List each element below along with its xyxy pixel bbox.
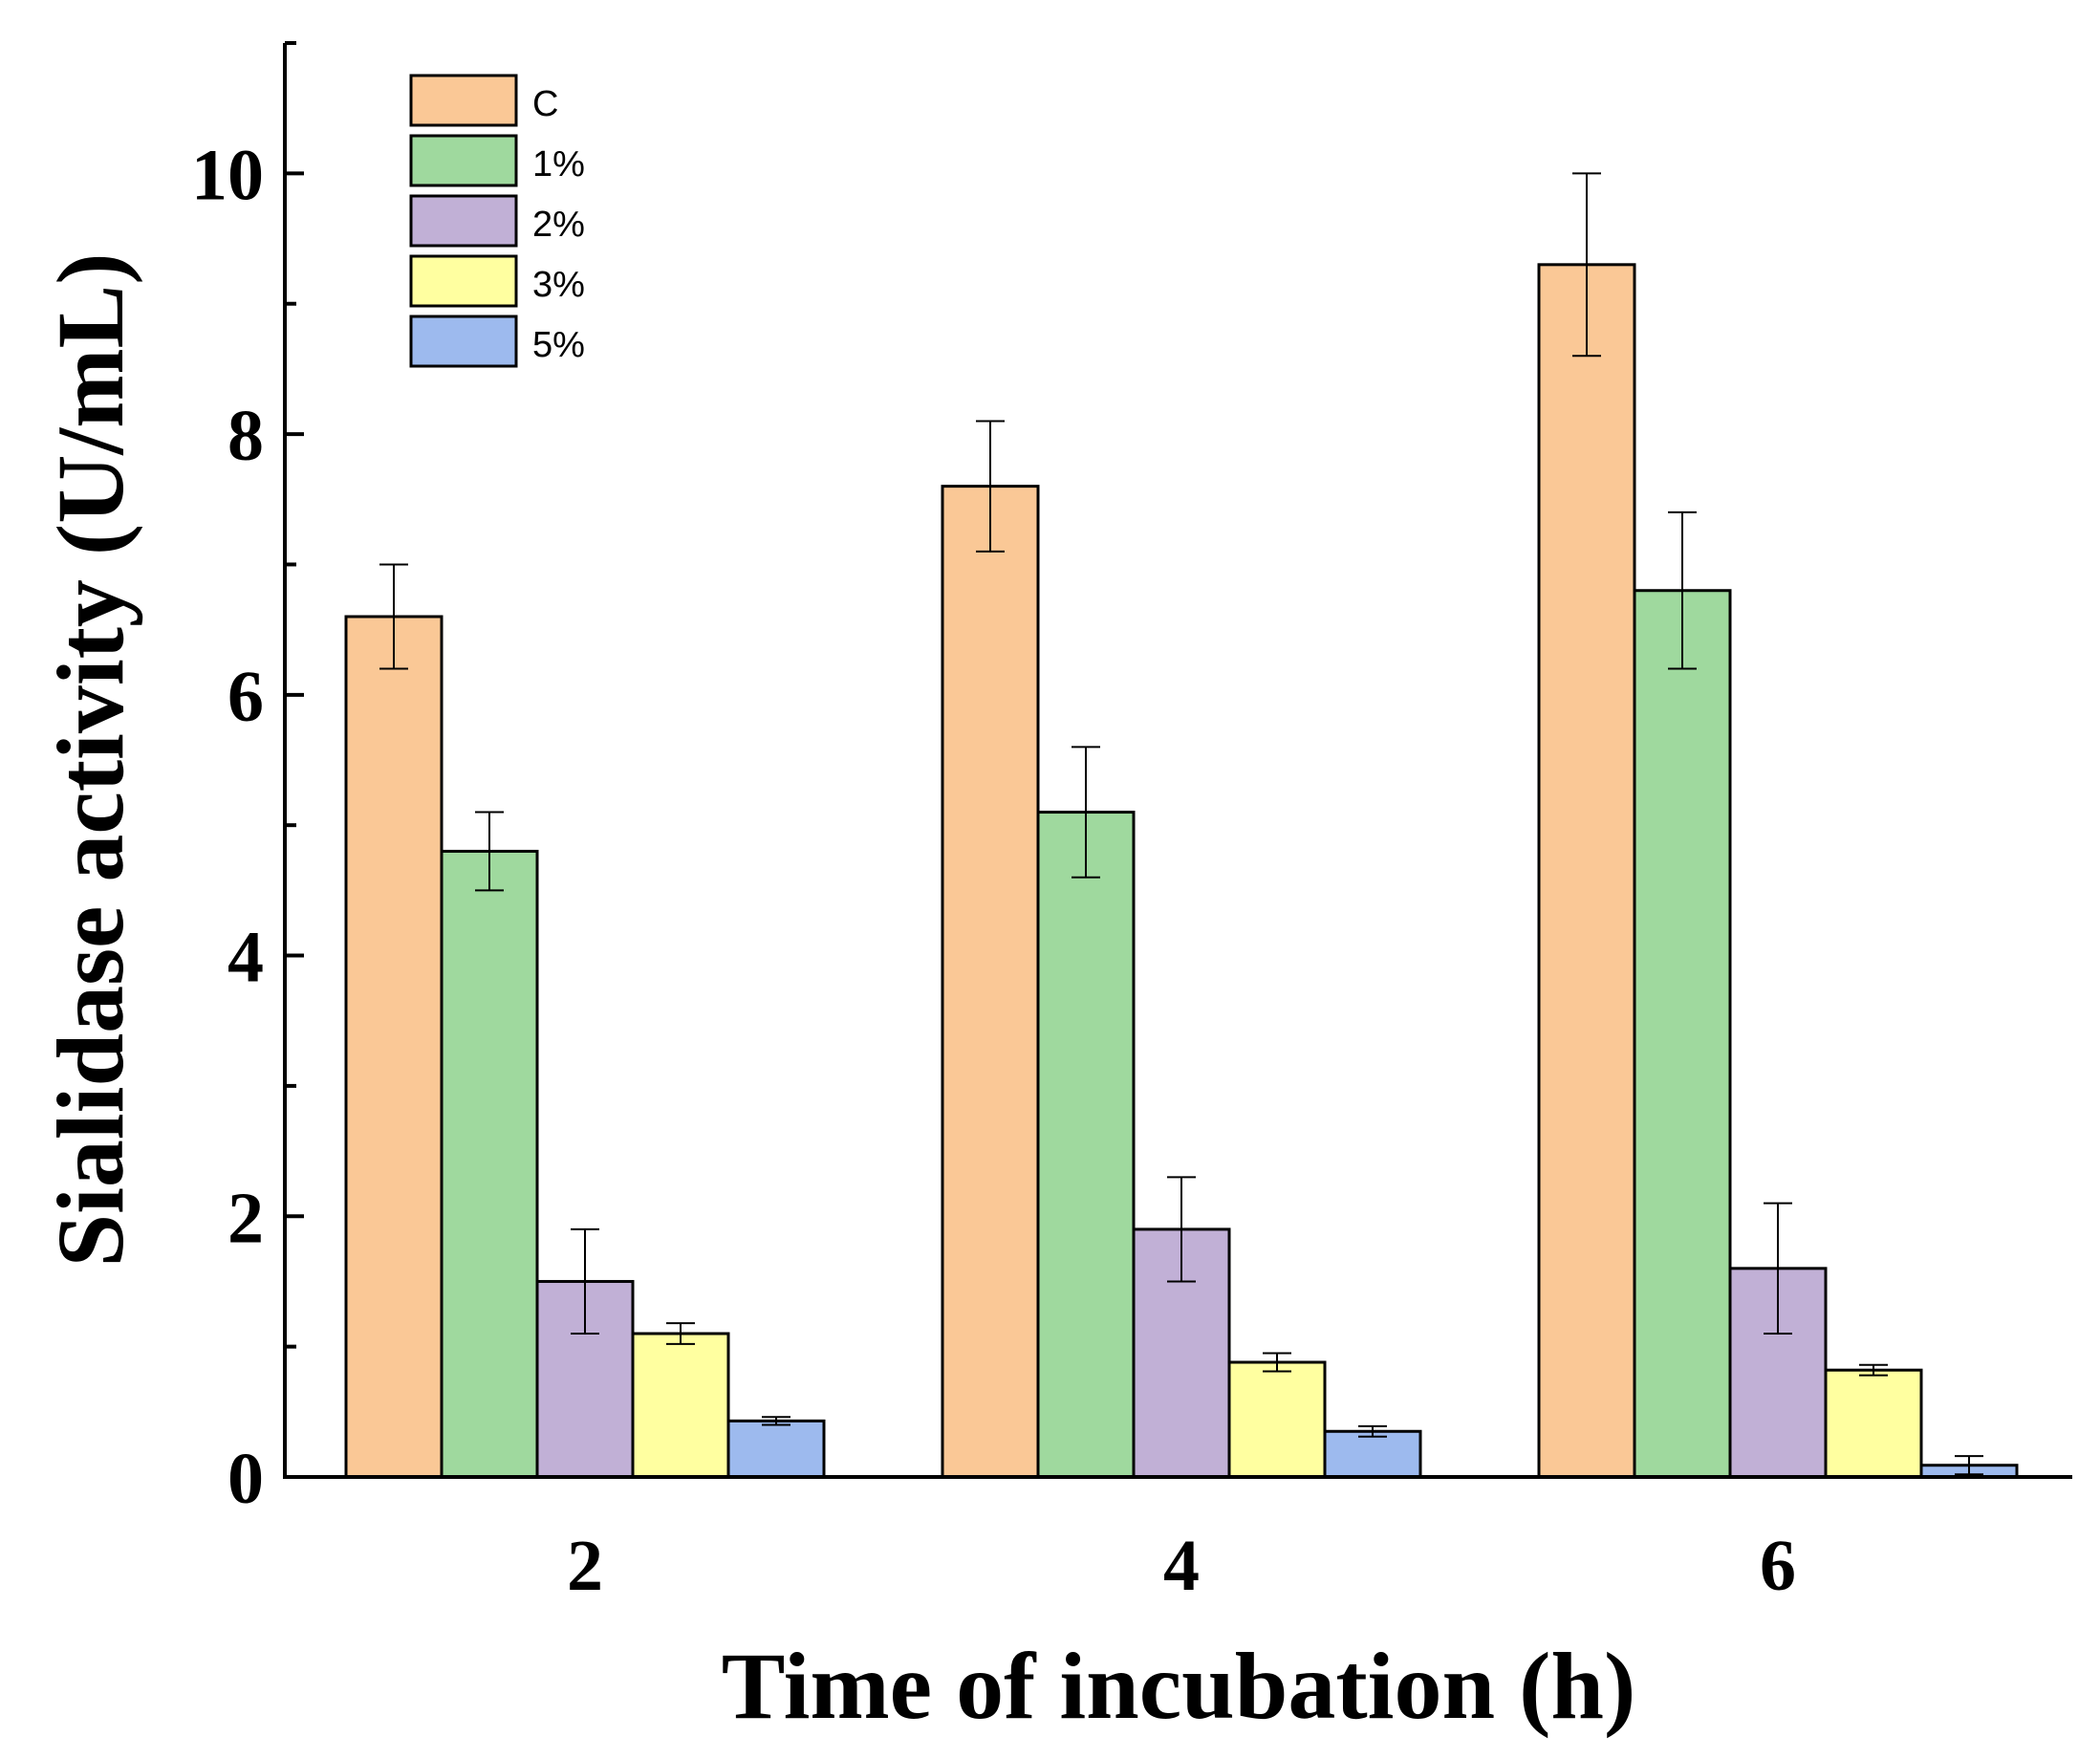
legend: C 1% 2% 3% 5% [409, 74, 585, 368]
legend-label-3pct: 3% [532, 265, 585, 305]
legend-label-5pct: 5% [532, 325, 585, 365]
y-tick-label-6: 6 [227, 657, 264, 737]
bar-C-2 [344, 615, 444, 1479]
y-tick-label-8: 8 [227, 396, 264, 476]
axes-group: 2 4 6 0 2 4 6 8 10 [191, 41, 2072, 1606]
x-tick-label-6: 6 [1760, 1526, 1796, 1606]
legend-swatch-3pct [409, 254, 518, 308]
legend-label-C: C [532, 84, 558, 124]
error-bars-group [379, 172, 1983, 1476]
x-tick-label-4: 4 [1163, 1526, 1200, 1606]
x-axis-title: Time of incubation (h) [722, 1633, 1636, 1739]
bar-C-6 [1537, 263, 1636, 1479]
legend-swatch-C [409, 74, 518, 127]
legend-swatch-5pct [409, 315, 518, 368]
bar-5pct-4 [1323, 1429, 1422, 1479]
bar-C-4 [941, 485, 1040, 1479]
y-axis-title: Sialidase activity (U/mL) [37, 252, 143, 1267]
bar-3pct-4 [1227, 1360, 1327, 1479]
bar-3pct-6 [1824, 1368, 1923, 1479]
bar-1pct-4 [1036, 811, 1136, 1479]
legend-label-1pct: 1% [532, 144, 585, 185]
y-tick-label-4: 4 [227, 918, 264, 998]
bars-group [344, 263, 2019, 1479]
bar-1pct-2 [440, 849, 539, 1479]
legend-swatch-2pct [409, 194, 518, 248]
y-tick-label-0: 0 [227, 1439, 264, 1519]
bar-1pct-6 [1633, 589, 1732, 1479]
bar-3pct-2 [631, 1332, 730, 1479]
legend-label-2pct: 2% [532, 205, 585, 245]
legend-swatch-1pct [409, 134, 518, 187]
x-tick-label-2: 2 [567, 1526, 603, 1606]
y-tick-label-2: 2 [227, 1178, 264, 1258]
y-tick-label-10: 10 [191, 135, 264, 215]
bar-5pct-2 [726, 1419, 826, 1479]
